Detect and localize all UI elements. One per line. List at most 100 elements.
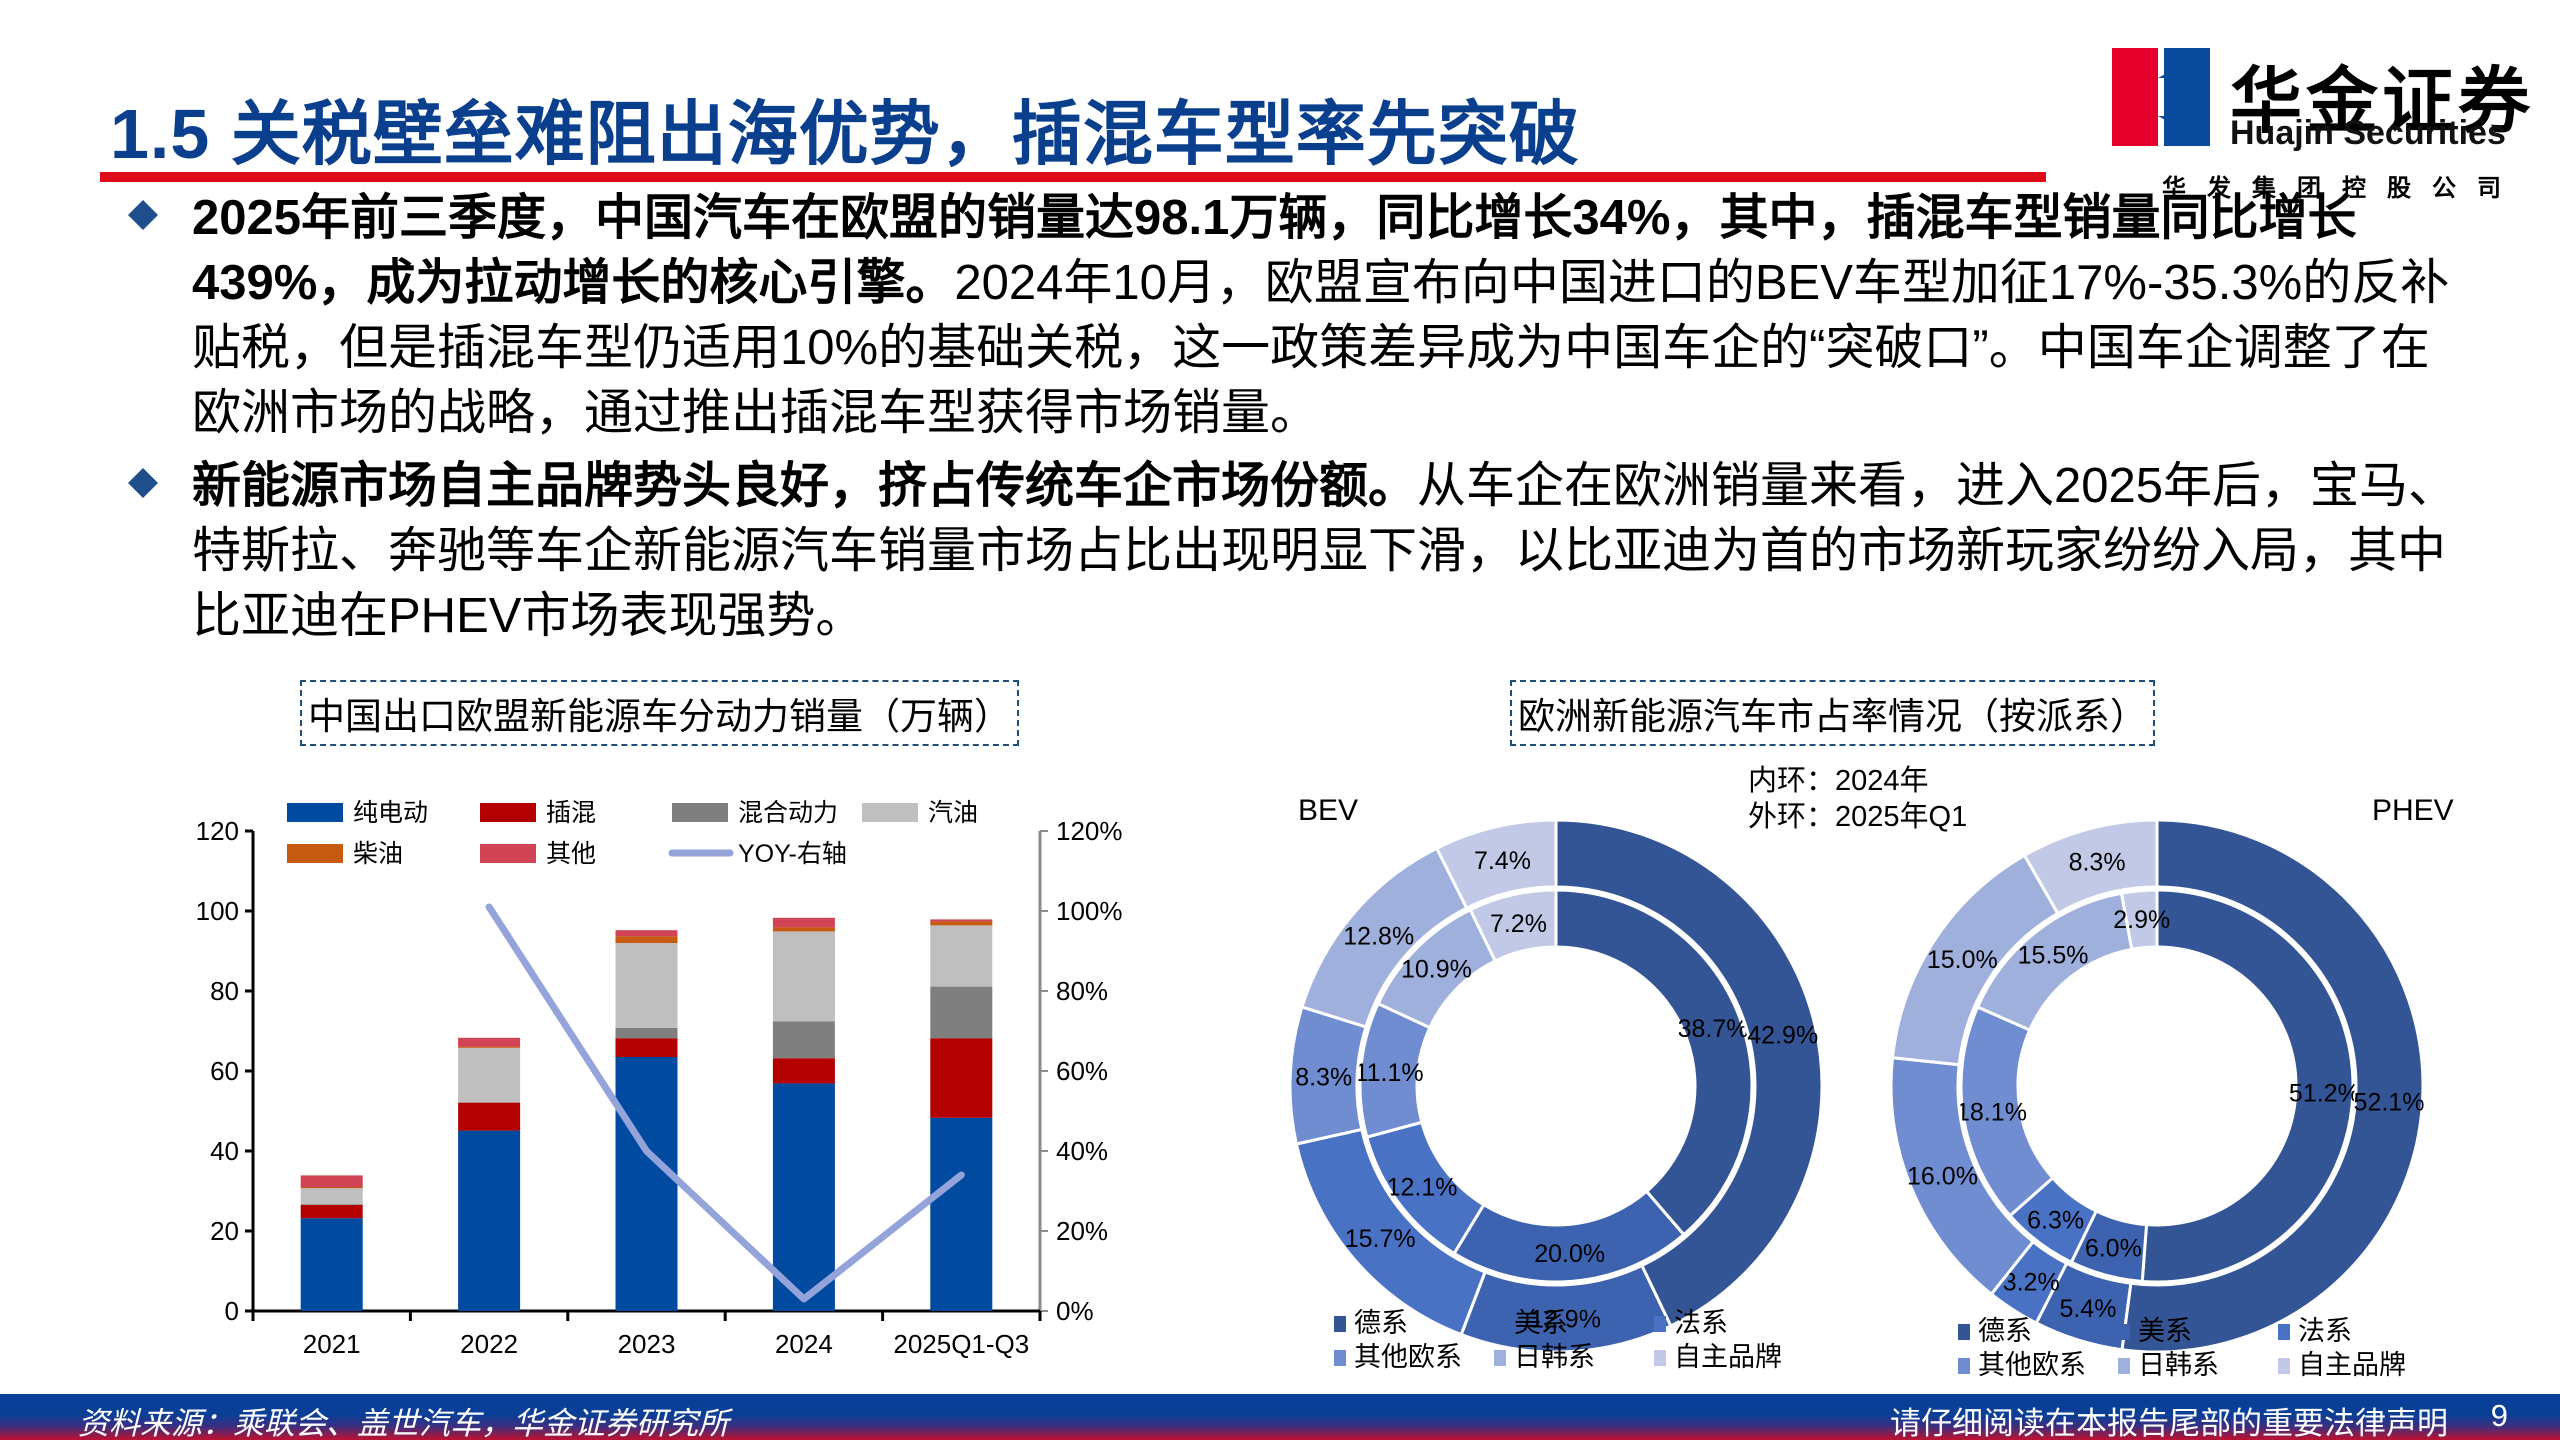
title-divider [100,172,2046,182]
svg-text:20.0%: 20.0% [1534,1240,1605,1268]
svg-text:120: 120 [196,816,239,846]
svg-text:40%: 40% [1056,1136,1108,1166]
svg-text:15.5%: 15.5% [2018,942,2089,970]
source-note: 资料来源：乘联会、盖世汽车，华金证券研究所 [78,1406,729,1441]
bar-segment [930,1038,993,1118]
bar-segment [300,1205,363,1219]
svg-text:PHEV: PHEV [2372,794,2454,827]
svg-text:20: 20 [210,1216,239,1246]
svg-text:10.9%: 10.9% [1401,956,1472,984]
donut-slice [2120,818,2425,1354]
svg-text:8.3%: 8.3% [2069,848,2126,876]
svg-text:混合动力: 混合动力 [738,799,838,827]
bar-segment [458,1102,521,1131]
svg-text:120%: 120% [1056,816,1123,846]
svg-text:52.1%: 52.1% [2354,1088,2425,1116]
svg-text:2025Q1-Q3: 2025Q1-Q3 [893,1329,1029,1359]
donut-charts: 38.7% 20.0% 12.1% 11.1% 10.9% 7.2% 42.9% 12.9% 1… [1288,764,2454,1380]
bar-segment [930,921,993,926]
donut-slice [1554,818,1824,1328]
diamond-bullet-icon [128,468,158,498]
bar-segment [615,1057,678,1311]
svg-text:5.4%: 5.4% [2059,1295,2116,1323]
bullet-bold-text: 2025年前三季度，中国汽车在欧盟的销量达98.1万辆，同比增长34%，其中，插… [192,191,2357,310]
svg-text:内环：2024年: 内环：2024年 [1748,764,1929,797]
logo-name-en: Huajin Securities [2230,114,2506,152]
svg-text:12.8%: 12.8% [1343,923,1414,951]
page-title: 1.5 关税壁垒难阻出海优势，插混车型率先突破 [110,95,1580,173]
svg-text:YOY-右轴: YOY-右轴 [738,840,847,868]
svg-text:BEV: BEV [1298,794,1358,827]
svg-text:60%: 60% [1056,1056,1108,1086]
bar-segment [300,1188,363,1205]
svg-text:2024: 2024 [775,1329,833,1359]
legal-disclaimer: 请仔细阅读在本报告尾部的重要法律声明 [1890,1406,2448,1441]
donut-slice [1554,888,1754,1237]
diamond-bullet-icon [128,200,158,230]
svg-text:80%: 80% [1056,976,1108,1006]
bar-segment [772,1058,835,1084]
bar-segment [772,1021,835,1059]
svg-text:12.1%: 12.1% [1387,1174,1458,1202]
svg-text:18.1%: 18.1% [1956,1099,2027,1127]
svg-text:8.3%: 8.3% [1295,1064,1352,1092]
svg-text:11.1%: 11.1% [1355,1059,1424,1087]
svg-text:51.2%: 51.2% [2289,1079,2360,1107]
page-number: 9 [2490,1398,2508,1433]
bar-segment [300,1204,363,1205]
donut-slice [2022,818,2159,916]
svg-text:德系: 德系 [1354,1308,1408,1338]
donut-slice [1434,818,1558,911]
bar-segment [772,927,835,932]
bar-segment [930,1117,993,1311]
svg-text:0%: 0% [1056,1296,1094,1326]
svg-text:纯电动: 纯电动 [353,799,428,827]
svg-text:2022: 2022 [460,1329,518,1359]
svg-text:插混: 插混 [546,799,596,827]
svg-text:法系: 法系 [2298,1316,2352,1346]
huajin-logo-icon [2112,48,2210,146]
svg-text:其他欧系: 其他欧系 [1354,1342,1462,1372]
bar-segment [772,1083,835,1311]
svg-text:20%: 20% [1056,1216,1108,1246]
bar-segment [772,931,835,1022]
bar-segment [930,986,993,1039]
svg-text:0: 0 [225,1296,239,1326]
bar-segment [615,1027,678,1039]
svg-text:3.2%: 3.2% [2003,1269,2060,1297]
donut-slice [2140,888,2355,1284]
svg-text:15.7%: 15.7% [1345,1225,1416,1253]
svg-text:6.3%: 6.3% [2027,1206,2084,1234]
bar-segment [615,930,678,937]
svg-text:100: 100 [196,896,239,926]
bar-segment [615,936,678,943]
svg-text:日韩系: 日韩系 [1514,1342,1595,1372]
donut-slice [2119,888,2159,952]
donut-chart-title: 欧洲新能源汽车市占率情况（按派系） [1510,680,2155,746]
bar-segment [300,1175,363,1187]
bullet-list: 2025年前三季度，中国汽车在欧盟的销量达98.1万辆，同比增长34%，其中，插… [120,186,2460,657]
bar-segment [300,1218,363,1311]
bar-segment [930,919,993,922]
bullet-text: 从车企在欧洲销量来看，进入2025年后，宝马、特斯拉、奔驰等车企新能源汽车销量市… [192,459,2458,643]
bullet-item: 2025年前三季度，中国汽车在欧盟的销量达98.1万辆，同比增长34%，其中，插… [120,186,2460,446]
svg-text:外环：2025年Q1: 外环：2025年Q1 [1748,800,1967,833]
svg-text:40: 40 [210,1136,239,1166]
bullet-bold-text: 新能源市场自主品牌势头良好，挤占传统车企市场份额。 [192,459,1418,513]
bullet-item: 新能源市场自主品牌势头良好，挤占传统车企市场份额。从车企在欧洲销量来看，进入20… [120,454,2460,649]
svg-text:7.4%: 7.4% [1474,847,1531,875]
svg-text:法系: 法系 [1674,1308,1728,1338]
bar-segment [772,917,835,928]
footer-bar: 资料来源：乘联会、盖世汽车，华金证券研究所 请仔细阅读在本报告尾部的重要法律声明… [0,1394,2560,1441]
bar-segment [458,1037,521,1047]
bar-segment [458,1046,521,1048]
svg-text:其他欧系: 其他欧系 [1978,1350,2086,1380]
svg-text:2023: 2023 [618,1329,676,1359]
svg-text:柴油: 柴油 [353,840,403,868]
bar-segment [458,1130,521,1311]
svg-text:38.7%: 38.7% [1678,1015,1749,1043]
svg-text:6.0%: 6.0% [2085,1235,2142,1263]
bullet-text: 2024年10月，欧盟宣布向中国进口的BEV车型加征17%-35.3%的反补贴税… [192,256,2450,440]
svg-text:自主品牌: 自主品牌 [1674,1342,1782,1372]
bar-segment [300,1187,363,1189]
